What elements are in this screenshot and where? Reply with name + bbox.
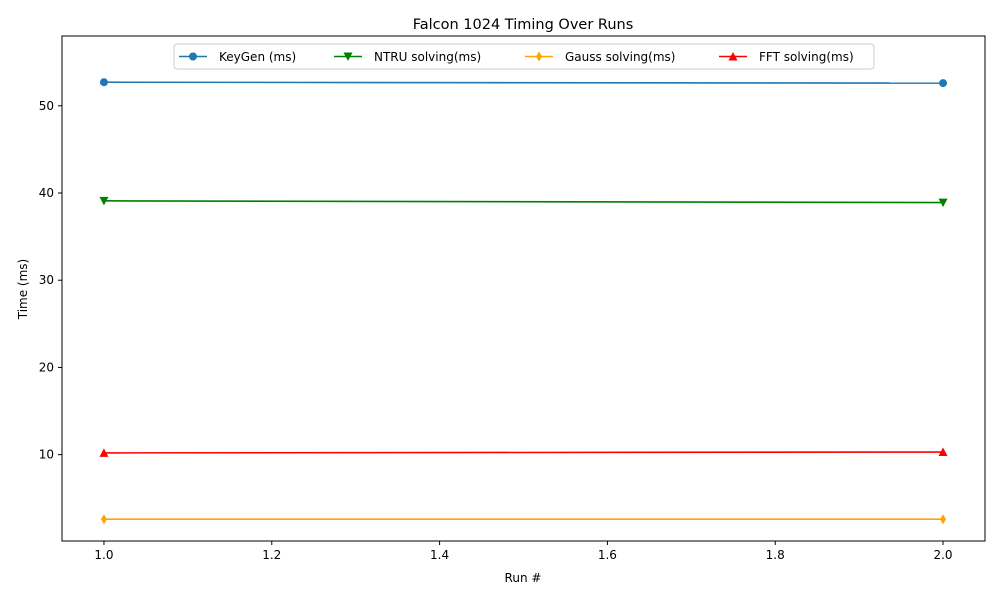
y-tick-label: 50: [39, 99, 54, 113]
y-tick-label: 30: [39, 273, 54, 287]
legend-label-4: FFT solving(ms): [759, 50, 854, 64]
legend-label-1: KeyGen (ms): [219, 50, 296, 64]
plot-frame: [61, 35, 986, 542]
x-tick-label: 1.6: [598, 548, 617, 562]
plot-area: [99, 78, 948, 525]
data-point-series-3-2: [940, 514, 947, 525]
legend-box: [173, 43, 875, 70]
data-point-series-4-1: [99, 448, 109, 457]
series-line-2: [103, 200, 944, 204]
x-tick-label: 1.4: [430, 548, 449, 562]
y-tick-label: 10: [39, 448, 54, 462]
x-tick-label: 1.8: [766, 548, 785, 562]
legend-marker-1: [189, 52, 197, 61]
series-line-1: [103, 81, 944, 84]
legend-label-2: NTRU solving(ms): [374, 50, 481, 64]
data-point-series-2-2: [938, 198, 948, 208]
data-point-series-1-2: [939, 79, 948, 88]
y-axis-label: Time (ms): [16, 259, 30, 321]
data-point-series-4-2: [938, 447, 948, 457]
x-tick-label: 1.0: [94, 548, 113, 562]
data-point-series-1-1: [99, 78, 108, 87]
legend: KeyGen (ms) NTRU solving(ms) Gauss solving…: [173, 43, 875, 70]
data-point-series-3-1: [100, 514, 107, 525]
x-axis-label: Run #: [505, 571, 542, 585]
legend-marker-3: [536, 51, 542, 62]
data-point-series-2-1: [99, 196, 109, 206]
axes: 1.0 1.2 1.4 1.6 1.8 2.0 10 20 30 40 50: [39, 99, 953, 562]
x-tick-label: 1.2: [262, 548, 281, 562]
chart-title: Falcon 1024 Timing Over Runs: [413, 17, 634, 33]
legend-label-3: Gauss solving(ms): [565, 50, 675, 64]
x-tick-label: 2.0: [933, 548, 952, 562]
legend-marker-2: [343, 52, 353, 61]
series-line-4: [103, 451, 944, 454]
y-tick-label: 40: [39, 186, 54, 200]
y-tick-label: 20: [39, 360, 54, 374]
legend-marker-4: [728, 52, 738, 61]
